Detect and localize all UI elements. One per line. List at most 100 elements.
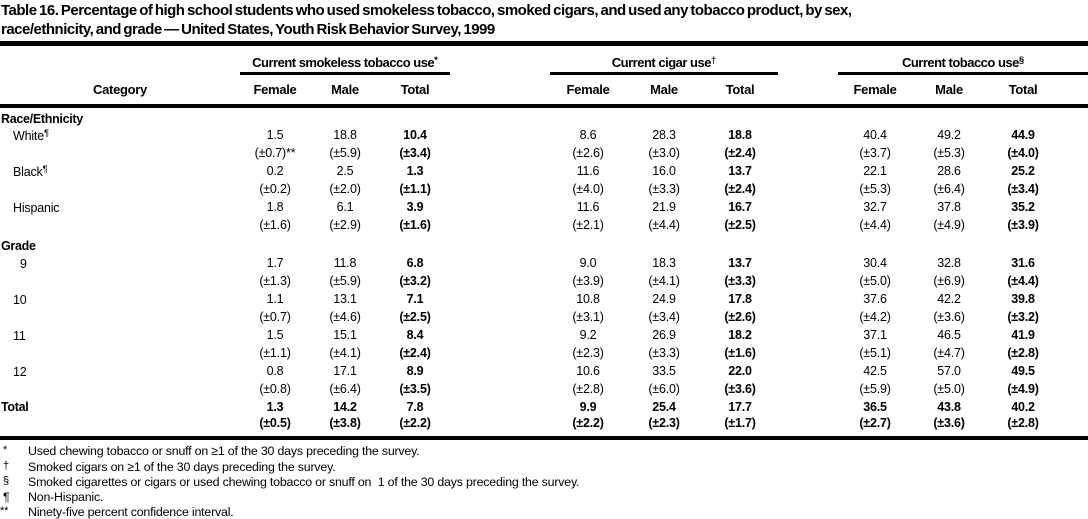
ci-cell: (±0.8) <box>259 382 291 396</box>
value-cell: 10.4 <box>403 128 427 142</box>
ci-cell: (±5.0) <box>933 382 965 396</box>
value-cell: 1.8 <box>266 200 284 214</box>
ci-cell: (±4.9) <box>1007 382 1039 396</box>
ci-cell: (±2.4) <box>399 346 431 360</box>
ci-cell: (±3.6) <box>724 382 756 396</box>
title-rule <box>0 41 1088 46</box>
footnote-tobacco: § Smoked cigarettes or cigars or used che… <box>0 474 1088 490</box>
footnote-text: Non-Hispanic. <box>28 489 104 504</box>
value-cell: 25.2 <box>1011 164 1035 178</box>
table-row-ci: (±1.6) (±2.9) (±1.6) (±2.1) (±4.4) (±2.5… <box>0 216 1088 234</box>
table-row: Hispanic 1.8 6.1 3.9 11.6 21.9 16.7 32.7… <box>0 198 1088 216</box>
value-cell: 18.2 <box>728 328 752 342</box>
ci-cell: (±3.9) <box>572 274 604 288</box>
value-cell: 9.0 <box>579 256 597 270</box>
ci-cell: (±2.1) <box>572 218 604 232</box>
row-label: Hispanic <box>13 200 60 215</box>
ci-cell: (±5.9) <box>859 382 891 396</box>
table-title: Table 16. Percentage of high school stud… <box>0 0 1088 39</box>
footnote-mark: § <box>1018 55 1025 66</box>
col-group-smokeless-label: Current smokeless tobacco use <box>252 55 435 70</box>
footnote-nonhispanic: ¶ Non-Hispanic. <box>0 490 1088 505</box>
value-cell: 28.6 <box>937 164 961 178</box>
ci-cell: (±2.3) <box>626 416 703 440</box>
column-header-row: Category Female Male Total Female Male T… <box>0 73 1088 108</box>
ci-cell: (±2.9) <box>329 218 361 232</box>
value-cell: 22.0 <box>728 364 752 378</box>
value-cell: 1.3 <box>406 164 424 178</box>
ci-cell: (±4.1) <box>329 346 361 360</box>
footnote-mark: * <box>434 55 438 66</box>
value-cell: 9.2 <box>579 328 597 342</box>
value-cell: 16.0 <box>652 164 676 178</box>
table-row: White¶ 1.5 18.8 10.4 8.6 28.3 18.8 40.4 … <box>0 126 1088 144</box>
table-row-ci: (±1.1) (±4.1) (±2.4) (±2.3) (±3.3) (±1.6… <box>0 344 1088 362</box>
table-row: 10 1.1 13.1 7.1 10.8 24.9 17.8 37.6 42.2… <box>0 290 1088 308</box>
footnote-text: Ninety-five percent confidence interval. <box>28 505 234 519</box>
value-cell: 18.3 <box>652 256 676 270</box>
value-cell: 0.8 <box>266 364 284 378</box>
value-cell: 8.6 <box>579 128 597 142</box>
table-row-ci: (±0.7) (±4.6) (±2.5) (±3.1) (±3.4) (±2.6… <box>0 308 1088 326</box>
value-cell: 36.5 <box>863 400 887 414</box>
value-cell: 40.2 <box>1011 400 1035 414</box>
ci-cell: (±1.7) <box>702 416 779 440</box>
col-group-tobacco-label: Current tobacco use <box>901 55 1019 70</box>
ci-cell: (±3.3) <box>648 346 680 360</box>
value-cell: 33.5 <box>652 364 676 378</box>
ci-cell: (±3.5) <box>399 382 431 396</box>
table-row-ci: (±0.8) (±6.4) (±3.5) (±2.8) (±6.0) (±3.6… <box>0 380 1088 398</box>
ci-cell: (±3.9) <box>1007 218 1039 232</box>
value-cell: 21.9 <box>652 200 676 214</box>
col-group-cigar: Current cigar use† <box>550 46 779 75</box>
ci-cell: (±1.1) <box>399 182 431 196</box>
value-cell: 13.1 <box>333 292 357 306</box>
footnote-mark: † <box>710 55 717 66</box>
ci-cell: (±3.6) <box>933 310 965 324</box>
col-header-total: Total <box>380 73 451 108</box>
table-row-total: Total 1.3 14.2 7.8 9.9 25.4 17.7 36.5 43… <box>0 398 1088 416</box>
ci-cell: (±4.0) <box>1007 146 1039 160</box>
ci-cell: (±3.4) <box>399 146 431 160</box>
ci-cell: (±6.4) <box>329 382 361 396</box>
ci-cell: (±3.8) <box>310 416 380 440</box>
value-cell: 1.5 <box>266 128 284 142</box>
footnote-mark: † <box>3 459 9 472</box>
value-cell: 3.9 <box>406 200 424 214</box>
ci-cell: (±4.6) <box>329 310 361 324</box>
value-cell: 41.9 <box>1011 328 1035 342</box>
footnote-mark: § <box>3 475 9 487</box>
value-cell: 24.9 <box>652 292 676 306</box>
row-label: 9 <box>20 256 27 271</box>
value-cell: 6.8 <box>406 256 424 270</box>
footnote-mark: ¶ <box>43 127 50 139</box>
value-cell: 1.1 <box>266 292 284 306</box>
row-label: 12 <box>13 364 27 379</box>
value-cell: 13.7 <box>728 256 752 270</box>
section-header-row: Grade <box>0 234 1088 254</box>
ci-cell: (±4.2) <box>859 310 891 324</box>
footnote-text: Used chewing tobacco or snuff on ≥1 of t… <box>28 444 420 458</box>
table-row-ci: (±0.7)** (±5.9) (±3.4) (±2.6) (±3.0) (±2… <box>0 144 1088 162</box>
ci-cell: (±5.3) <box>933 146 965 160</box>
value-cell: 28.3 <box>652 128 676 142</box>
value-cell: 26.9 <box>652 328 676 342</box>
col-header-total: Total <box>986 73 1061 108</box>
value-cell: 44.9 <box>1011 128 1035 142</box>
ci-cell: (±5.9) <box>329 146 361 160</box>
row-label: 10 <box>13 292 27 307</box>
footnote-ci: ** Ninety-five percent confidence interva… <box>0 504 1088 519</box>
footnote-mark: ** <box>0 505 9 517</box>
value-cell: 57.0 <box>937 364 961 378</box>
value-cell: 11.8 <box>333 256 357 270</box>
table-title-line2: race/ethnicity, and grade — United State… <box>1 20 495 38</box>
col-group-tobacco: Current tobacco use§ <box>838 46 1088 75</box>
category-header: Category <box>0 73 240 108</box>
value-cell: 32.8 <box>937 256 961 270</box>
table-row-ci: (±0.2) (±2.0) (±1.1) (±4.0) (±3.3) (±2.4… <box>0 180 1088 198</box>
ci-cell: (±3.1) <box>572 310 604 324</box>
ci-cell: (±5.3) <box>859 182 891 196</box>
footnotes: * Used chewing tobacco or snuff on ≥1 of … <box>0 440 1088 519</box>
ci-cell: (±4.4) <box>1007 274 1039 288</box>
ci-cell: (±3.3) <box>724 274 756 288</box>
